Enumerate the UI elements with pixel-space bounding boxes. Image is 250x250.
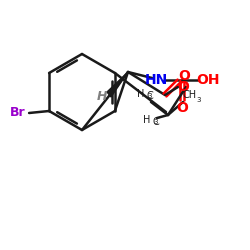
Text: HN: HN bbox=[144, 73, 168, 87]
Text: C: C bbox=[146, 91, 154, 101]
Text: OH: OH bbox=[196, 73, 220, 87]
Polygon shape bbox=[107, 72, 128, 97]
Text: O: O bbox=[177, 80, 189, 94]
Text: O: O bbox=[176, 101, 188, 115]
Text: H: H bbox=[97, 90, 107, 102]
Text: 3: 3 bbox=[153, 119, 158, 125]
Text: H: H bbox=[136, 89, 144, 99]
Text: C: C bbox=[152, 117, 160, 127]
Text: O: O bbox=[178, 69, 190, 83]
Text: H: H bbox=[142, 115, 150, 125]
Text: Br: Br bbox=[10, 106, 25, 120]
Text: CH: CH bbox=[183, 90, 197, 100]
Text: 3: 3 bbox=[147, 93, 152, 99]
Text: 3: 3 bbox=[196, 97, 200, 103]
